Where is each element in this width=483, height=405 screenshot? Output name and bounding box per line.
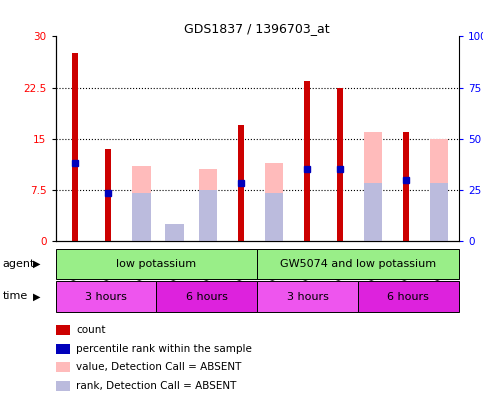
Bar	[238, 125, 243, 241]
Text: ▶: ▶	[33, 259, 41, 269]
Bar	[430, 139, 448, 241]
Text: 6 hours: 6 hours	[186, 292, 227, 302]
Bar	[105, 149, 112, 241]
Bar	[199, 190, 217, 241]
Bar	[132, 193, 151, 241]
Bar	[358, 281, 459, 312]
Bar	[56, 281, 156, 312]
Bar	[265, 162, 283, 241]
Bar	[199, 169, 217, 241]
Text: time: time	[2, 292, 28, 301]
Bar	[56, 249, 257, 279]
Text: percentile rank within the sample: percentile rank within the sample	[76, 344, 252, 354]
Bar	[403, 132, 409, 241]
Bar	[166, 224, 184, 241]
Bar	[257, 281, 358, 312]
Text: value, Detection Call = ABSENT: value, Detection Call = ABSENT	[76, 362, 242, 372]
Bar	[132, 166, 151, 241]
Title: GDS1837 / 1396703_at: GDS1837 / 1396703_at	[185, 22, 330, 35]
Bar	[72, 53, 78, 241]
Text: low potassium: low potassium	[116, 259, 197, 269]
Text: ▶: ▶	[33, 292, 41, 301]
Bar	[166, 227, 184, 241]
Bar	[364, 183, 382, 241]
Text: 3 hours: 3 hours	[85, 292, 127, 302]
Text: 3 hours: 3 hours	[287, 292, 328, 302]
Text: 6 hours: 6 hours	[387, 292, 429, 302]
Text: rank, Detection Call = ABSENT: rank, Detection Call = ABSENT	[76, 381, 237, 391]
Bar	[304, 81, 310, 241]
Bar	[265, 193, 283, 241]
Text: agent: agent	[2, 259, 35, 269]
Bar	[364, 132, 382, 241]
Text: GW5074 and low potassium: GW5074 and low potassium	[280, 259, 436, 269]
Bar	[430, 183, 448, 241]
Bar	[257, 249, 459, 279]
Bar	[156, 281, 257, 312]
Bar	[337, 87, 343, 241]
Text: count: count	[76, 325, 106, 335]
